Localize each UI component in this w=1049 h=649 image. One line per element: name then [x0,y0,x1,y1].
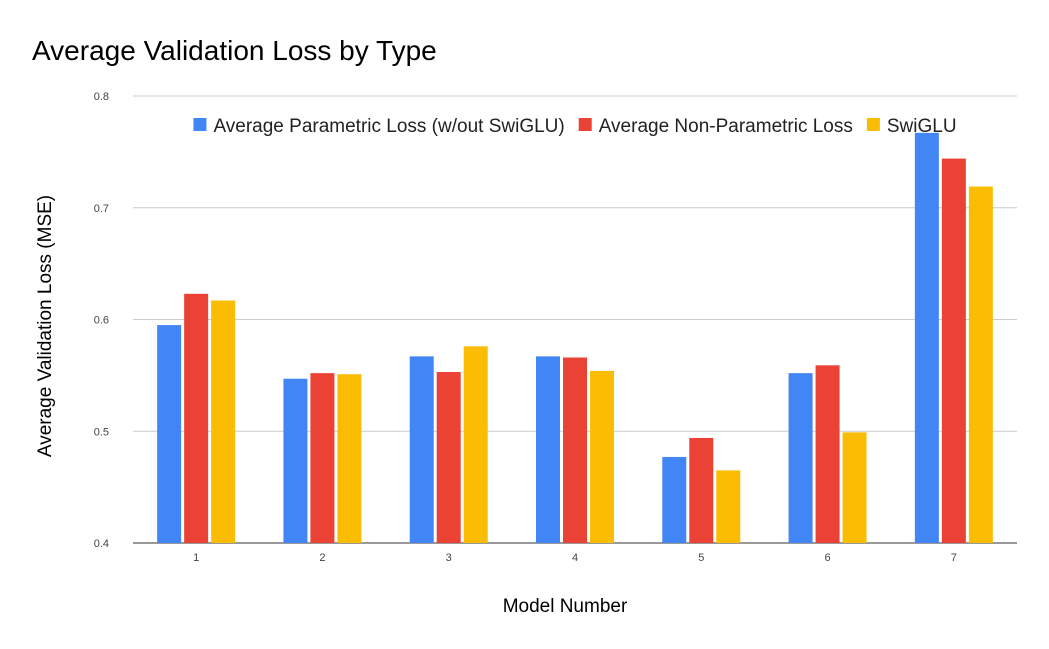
bar [788,373,813,543]
x-tick-labels: 1 2 3 4 5 6 7 [193,552,957,564]
y-tick-label: 0.5 [94,426,109,438]
bar [662,456,687,543]
legend-label: Average Parametric Loss (w/out SwiGLU) [213,116,564,137]
legend-label: Average Non-Parametric Loss [599,116,853,137]
x-tick-label: 5 [698,552,704,564]
y-tick-label: 0.4 [94,538,109,550]
legend-item: Average Non-Parametric Loss [578,116,853,137]
legend-swatch [193,118,207,131]
bar [283,378,308,543]
bar [590,370,614,543]
x-tick-label: 2 [319,552,325,564]
y-axis-title: Average Validation Loss (MSE) [35,195,56,457]
legend-label: SwiGLU [887,116,957,137]
y-tick-label: 0.6 [94,315,109,327]
x-tick-label: 1 [193,552,199,564]
gridlines [133,95,1017,544]
bar [463,346,488,543]
bar [968,186,993,543]
bar [914,132,939,543]
bar [716,470,741,543]
bar [815,365,840,543]
bar [310,373,335,543]
bar [436,372,461,543]
legend: Average Parametric Loss (w/out SwiGLU) Av… [193,116,957,137]
bars [157,132,993,543]
bar [211,300,236,543]
legend-swatch [578,118,592,131]
y-tick-label: 0.7 [94,203,109,215]
x-axis-title: Model Number [503,596,628,617]
bar [337,374,362,543]
legend-swatch [866,118,880,131]
y-tick-label: 0.8 [94,91,109,103]
bar [563,357,587,543]
legend-item: SwiGLU [866,116,957,137]
y-tick-labels: 0.4 0.5 0.6 0.7 0.8 [94,91,109,550]
bar [157,325,182,543]
x-tick-label: 7 [951,552,957,564]
chart-title: Average Validation Loss by Type [32,35,437,66]
bar [941,158,966,543]
x-tick-label: 6 [825,552,831,564]
bar [536,356,560,543]
bar [842,432,867,543]
bar [184,293,209,543]
x-tick-label: 4 [572,552,578,564]
legend-item: Average Parametric Loss (w/out SwiGLU) [193,116,565,137]
bar [689,437,714,543]
x-tick-label: 3 [446,552,452,564]
bar [409,356,434,543]
